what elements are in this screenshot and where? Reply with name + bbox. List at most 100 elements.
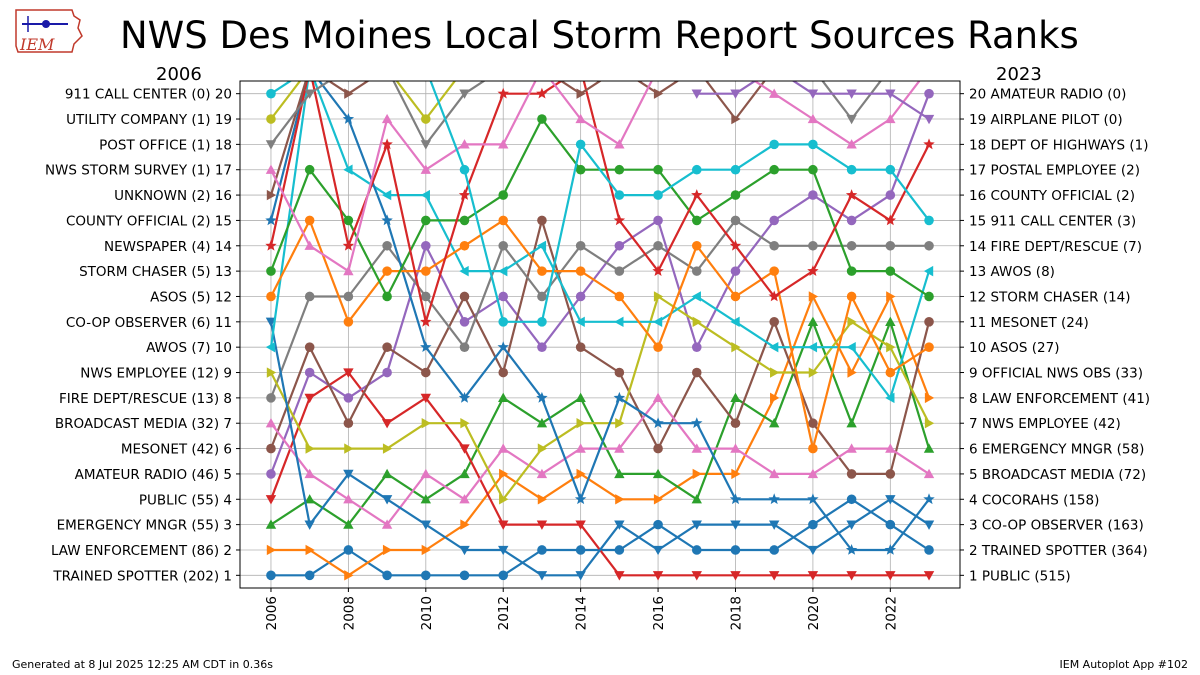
data-point [653, 240, 663, 251]
left-tick-label: UNKNOWN (2) 16 [114, 188, 232, 204]
data-point [343, 545, 354, 555]
data-point [537, 63, 547, 72]
data-point [730, 418, 741, 429]
series-17 [265, 64, 882, 150]
data-point [614, 64, 624, 73]
data-point [768, 290, 780, 302]
data-point [614, 367, 625, 378]
data-point [460, 63, 469, 73]
data-point [304, 215, 315, 226]
data-point [807, 571, 819, 581]
data-point [614, 545, 625, 555]
data-point [342, 113, 355, 124]
left-axis-labels: TRAINED SPOTTER (202) 1 LAW ENFORCEMENT (… [45, 87, 240, 584]
series-line [269, 321, 930, 577]
data-point [885, 316, 896, 326]
data-point [730, 545, 741, 555]
data-point [614, 316, 624, 328]
data-point [653, 64, 663, 74]
data-point [884, 214, 896, 226]
data-point [498, 265, 508, 277]
data-point [614, 468, 625, 479]
data-point [382, 240, 392, 251]
data-point [421, 64, 431, 74]
data-point [769, 64, 779, 74]
data-point [653, 164, 663, 175]
data-point [846, 89, 857, 99]
data-point [266, 189, 277, 201]
data-point [575, 240, 586, 251]
data-point [460, 64, 470, 74]
data-point [614, 266, 625, 276]
data-point [537, 494, 548, 505]
data-point [383, 63, 392, 73]
data-point [459, 545, 470, 556]
data-point [536, 418, 548, 428]
data-point [691, 545, 702, 555]
data-point [846, 341, 856, 353]
series-line [270, 81, 930, 323]
data-point [886, 63, 895, 73]
data-point [421, 367, 431, 378]
data-point [305, 544, 315, 556]
left-tick-label: ASOS (5) 12 [150, 289, 232, 305]
x-tick-label: 2010 [419, 596, 435, 630]
data-point [768, 341, 779, 353]
data-point [924, 342, 934, 352]
data-point [537, 114, 547, 124]
data-point [265, 317, 277, 328]
data-point [769, 64, 779, 73]
series-2 [265, 316, 935, 529]
data-point [923, 571, 935, 581]
series-line [269, 81, 930, 323]
data-point [266, 570, 276, 581]
data-point [691, 494, 702, 504]
data-point [923, 443, 935, 453]
left-tick-label: 911 CALL CENTER (0) 20 [65, 87, 232, 103]
data-point [924, 240, 934, 251]
data-point [808, 367, 819, 378]
series-line [270, 295, 930, 501]
left-tick-label: UTILITY COMPANY (1) 19 [66, 112, 232, 128]
data-point [575, 164, 586, 175]
x-tick-label: 2020 [806, 596, 822, 630]
data-point [692, 63, 702, 72]
series-4 [266, 88, 934, 479]
data-point [575, 520, 586, 530]
data-point [845, 189, 858, 200]
series-line [271, 295, 931, 577]
data-point [498, 545, 509, 556]
data-point [498, 240, 509, 251]
series-13 [266, 114, 934, 302]
data-point [730, 443, 741, 453]
series-line [270, 81, 921, 273]
data-point [537, 443, 548, 454]
data-point [536, 87, 548, 99]
data-point [691, 443, 702, 453]
data-point [730, 291, 741, 302]
data-point [381, 495, 393, 505]
data-point [381, 519, 393, 529]
data-point [497, 341, 509, 352]
series-18 [266, 64, 779, 124]
data-point [458, 189, 471, 200]
data-point [924, 215, 934, 226]
data-point [653, 64, 663, 73]
data-point [420, 140, 432, 150]
data-point [499, 494, 509, 505]
data-point [769, 64, 779, 73]
data-point [808, 240, 818, 251]
data-point [265, 214, 277, 226]
data-point [265, 140, 277, 150]
data-point [265, 495, 277, 505]
data-point [343, 494, 354, 504]
data-point [730, 266, 741, 276]
right-tick-label: 15 911 CALL CENTER (3) [969, 213, 1136, 229]
data-point [420, 494, 432, 504]
data-point [304, 291, 315, 302]
data-point [652, 571, 664, 581]
data-point [730, 316, 740, 328]
data-point [691, 291, 701, 302]
data-point [537, 266, 547, 276]
data-point [923, 493, 935, 505]
